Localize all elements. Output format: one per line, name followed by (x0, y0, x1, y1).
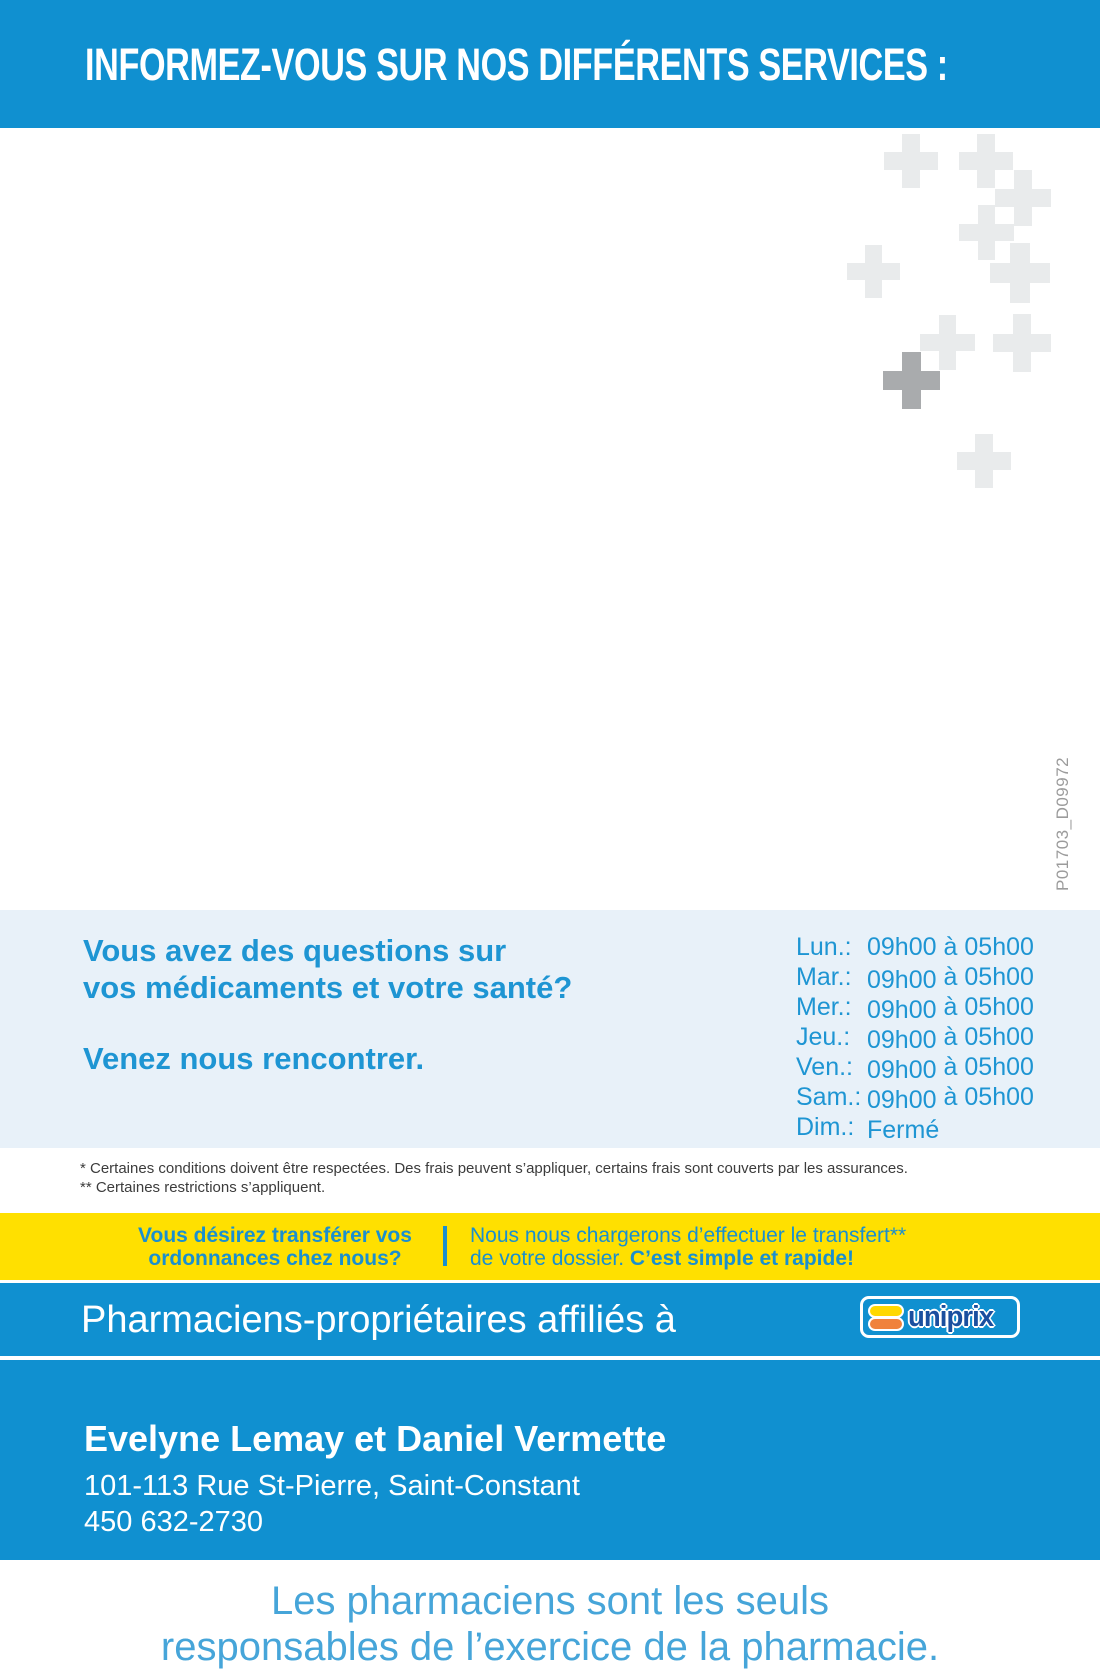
logo-wordmark: uniprix (908, 1300, 994, 1333)
hours-row: Lun.: 09h00 à 05h00 (796, 932, 1034, 962)
owner-band: Evelyne Lemay et Daniel Vermette 101-113… (0, 1360, 1100, 1560)
hours-day-label: Mar.: (796, 963, 852, 991)
hours-day-label: Lun.: (796, 933, 852, 961)
transfer-question-line1: Vous désirez transférer vos (138, 1224, 412, 1247)
transfer-answer-line2-normal: de votre dossier. (470, 1247, 630, 1270)
plus-icon (884, 134, 938, 188)
affiliation-text: Pharmaciens-propriétaires affiliés à (81, 1299, 676, 1341)
hours-time-value: 09h00 à 05h00 (867, 1022, 1034, 1054)
logo-bar-yellow-icon (870, 1305, 902, 1316)
plus-icon (959, 134, 1013, 188)
page-title: INFORMEZ-VOUS SUR NOS DIFFÉRENTS SERVICE… (85, 39, 948, 90)
hours-open-time: 09h00 (867, 1056, 937, 1084)
hours-row: Dim.: Fermé (796, 1112, 1034, 1144)
hours-table: Lun.: 09h00 à 05h00 Mar.: 09h00 à 05h00 Me… (796, 932, 1034, 1144)
transfer-answer-line1: Nous nous chargerons d’effectuer le tran… (470, 1224, 907, 1247)
owner-names: Evelyne Lemay et Daniel Vermette (84, 1418, 667, 1459)
hours-close-time: à 05h00 (943, 993, 1034, 1021)
plus-icon (920, 315, 975, 370)
hours-time-value: 09h00 à 05h00 (867, 992, 1034, 1024)
hours-row: Jeu.: 09h00 à 05h00 (796, 1022, 1034, 1054)
hours-day-label: Jeu.: (796, 1023, 851, 1051)
plus-icon (993, 314, 1051, 372)
owner-phone: 450 632-2730 (84, 1506, 263, 1538)
plus-icon (959, 205, 1014, 260)
transfer-question-line2: ordonnances chez nous? (148, 1247, 402, 1270)
invite-heading: Venez nous rencontrer. (83, 1041, 425, 1076)
hours-close-time: à 05h00 (943, 1083, 1034, 1111)
hours-row: Mer.: 09h00 à 05h00 (796, 992, 1034, 1024)
logo-bars-icon (870, 1305, 902, 1329)
hours-close-time: à 05h00 (943, 933, 1034, 961)
info-band: Vous avez des questions sur vos médicame… (0, 910, 1100, 1148)
plus-icon (957, 434, 1011, 488)
hours-time-value: Fermé (867, 1112, 940, 1144)
print-code: P01703_D09972 (1053, 756, 1072, 891)
plus-icon (990, 243, 1050, 303)
affiliation-band: Pharmaciens-propriétaires affiliés à uni… (0, 1283, 1100, 1356)
transfer-question: Vous désirez transférer vos ordonnances … (125, 1224, 425, 1270)
logo-bar-orange-icon (870, 1318, 902, 1329)
hours-row: Mar.: 09h00 à 05h00 (796, 962, 1034, 994)
hours-open-time: 09h00 (867, 1026, 937, 1054)
hours-open-time: 09h00 (867, 966, 937, 994)
hours-time-value: 09h00 à 05h00 (867, 1052, 1034, 1084)
hours-open-time: 09h00 (867, 1086, 937, 1114)
hours-day-label: Mer.: (796, 993, 852, 1021)
transfer-band: Vous désirez transférer vos ordonnances … (0, 1213, 1100, 1280)
disclaimer-note: * Certaines conditions doivent être resp… (80, 1159, 908, 1197)
disclaimer-line2: ** Certaines restrictions s’appliquent. (80, 1179, 326, 1196)
hours-time-value: 09h00 à 05h00 (867, 962, 1034, 994)
divider-line (443, 1226, 447, 1266)
hours-day-label: Sam.: (796, 1083, 862, 1111)
hours-close-time: à 05h00 (943, 1053, 1034, 1081)
hours-day-label: Ven.: (796, 1053, 853, 1081)
hours-row: Sam.: 09h00 à 05h00 (796, 1082, 1034, 1114)
uniprix-logo: uniprix (860, 1296, 1020, 1338)
hours-open-time: 09h00 (867, 933, 937, 961)
footer-note: Les pharmaciens sont les seuls responsab… (0, 1578, 1100, 1670)
disclaimer-line1: * Certaines conditions doivent être resp… (80, 1160, 908, 1177)
header-banner: INFORMEZ-VOUS SUR NOS DIFFÉRENTS SERVICE… (0, 0, 1100, 128)
question-line1: Vous avez des questions sur (83, 933, 507, 968)
hours-open-time: Fermé (867, 1116, 940, 1144)
question-line2: vos médicaments et votre santé? (83, 970, 573, 1005)
plus-icon (995, 170, 1051, 226)
questions-block: Vous avez des questions sur vos médicame… (83, 932, 572, 1077)
plus-icon (883, 352, 940, 409)
owner-address: 101-113 Rue St-Pierre, Saint-Constant (84, 1470, 580, 1502)
footer-line2: responsables de l’exercice de la pharmac… (160, 1625, 940, 1669)
hours-close-time: à 05h00 (943, 1023, 1034, 1051)
footer-line1: Les pharmaciens sont les seuls (270, 1579, 830, 1623)
hours-row: Ven.: 09h00 à 05h00 (796, 1052, 1034, 1084)
transfer-answer: Nous nous chargerons d’effectuer le tran… (470, 1224, 906, 1270)
plus-icon (847, 245, 900, 298)
hours-open-time: 09h00 (867, 996, 937, 1024)
question-heading: Vous avez des questions sur vos médicame… (83, 932, 572, 1006)
hours-close-time: à 05h00 (943, 963, 1034, 991)
transfer-answer-line2-bold: C’est simple et rapide! (629, 1247, 854, 1270)
hours-day-label: Dim.: (796, 1113, 855, 1141)
hours-time-value: 09h00 à 05h00 (867, 932, 1034, 962)
hours-time-value: 09h00 à 05h00 (867, 1082, 1034, 1114)
